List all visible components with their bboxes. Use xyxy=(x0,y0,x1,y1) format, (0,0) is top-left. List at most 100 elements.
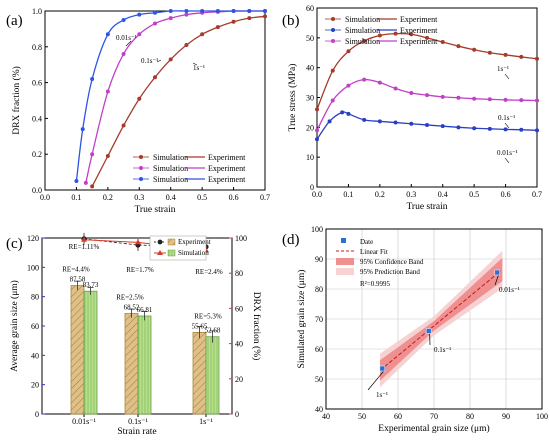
panel-b-label-leader xyxy=(504,157,510,164)
panel-d-ytick-label: 60 xyxy=(315,345,323,354)
panel-b-data-point xyxy=(346,111,351,116)
panel-d-point-label: 0.1s⁻¹ xyxy=(434,346,451,354)
panel-c-yleft-label: 100 xyxy=(27,263,39,272)
panel-b-xtick-label: 0.4 xyxy=(438,190,448,199)
panel-a-ytick-label: 1.0 xyxy=(32,7,42,16)
panel-a-data-point xyxy=(90,77,95,82)
panel-a-data-point xyxy=(200,9,205,13)
panel-d-legend-conf-label: 95% Confidence Band xyxy=(360,258,424,266)
panel-d-legend-conf xyxy=(336,258,354,265)
panel-c-yleft-label: 0 xyxy=(35,410,39,419)
panel-b-legend-sim: Simulation xyxy=(345,15,380,24)
panel-c-category-label: 0.1s⁻¹ xyxy=(128,417,148,426)
panel-a-data-point xyxy=(121,51,126,56)
panel-b-data-point xyxy=(330,98,335,103)
panel-a-data-point xyxy=(231,19,236,24)
panel-c-drx-re: RE=1.7% xyxy=(126,266,154,274)
panel-a-data-point xyxy=(80,127,85,132)
panel-a-data-point xyxy=(215,9,220,13)
panel-a-label: (a) xyxy=(6,13,23,29)
panel-b-data-point xyxy=(487,97,492,102)
panel-b-xtick-label: 0.2 xyxy=(375,190,385,199)
panel-a-data-point xyxy=(168,57,173,62)
panel-a-data-point xyxy=(168,9,173,13)
panel-b-xtick-label: 0.7 xyxy=(532,190,542,199)
panel-a-data-point xyxy=(74,179,79,184)
panel-c-drx-sim-point xyxy=(135,239,141,245)
panel-c-bar-value: 83.73 xyxy=(83,281,99,289)
panel-b-data-point xyxy=(409,91,414,96)
panel-c-legend-sim-swatch xyxy=(167,249,176,257)
panel-d-legend-point xyxy=(341,238,346,243)
panel-b-ytick-label: 40 xyxy=(306,64,314,73)
panel-a-data-point xyxy=(105,89,110,94)
panel-a-xtick-label: 0.6 xyxy=(229,193,239,202)
panel-c-bar-value: 55.65 xyxy=(192,322,208,330)
panel-b-ytick-label: 20 xyxy=(306,123,314,132)
panel-a-xtick-label: 0.7 xyxy=(260,193,270,202)
panel-b-data-point xyxy=(327,119,332,124)
panel-a-xtick-label: 0.0 xyxy=(40,193,50,202)
panel-b-data-point xyxy=(519,127,524,132)
panel-d-ytick-label: 80 xyxy=(315,285,323,294)
panel-a-data-point xyxy=(121,17,126,22)
panel-a-data-point xyxy=(153,75,157,80)
panel-a-legend-exp: Experiment xyxy=(208,153,246,162)
panel-c-bar-exp xyxy=(70,285,85,415)
panel-a-ytick-label: 0.6 xyxy=(32,79,42,88)
panel-c-grain-re: RE=4.4% xyxy=(62,266,90,274)
panel-b-series-label: 0.01s⁻¹ xyxy=(497,149,518,157)
panel-c-grain-re: RE=2.5% xyxy=(116,294,144,302)
panel-c-grain-re: RE=5.3% xyxy=(194,312,222,320)
panel-b-series-label: 0.1s⁻¹ xyxy=(498,114,515,122)
panel-a-data-point xyxy=(121,123,126,128)
panel-d-ylabel: Simulated grain size (μm) xyxy=(296,270,307,369)
panel-b-data-point xyxy=(487,50,492,55)
panel-d-data-point xyxy=(379,365,386,372)
panel-a-xtick-label: 0.5 xyxy=(197,193,207,202)
panel-a-legend-sim: Simulation xyxy=(153,153,188,162)
panel-d-ytick-label: 100 xyxy=(311,225,323,234)
panel-b-ytick-label: 60 xyxy=(306,4,314,13)
panel-a-data-point xyxy=(263,14,267,19)
panel-b-xtick-label: 0.6 xyxy=(501,190,511,199)
panel-b-xtick-label: 0.0 xyxy=(312,190,322,199)
panel-b-data-point xyxy=(362,77,367,82)
panel-b-data-point xyxy=(377,80,382,85)
panel-b-data-point xyxy=(409,121,414,126)
panel-c-legend-sim-marker xyxy=(157,250,163,255)
panel-c-legend-sim-label: Simulation xyxy=(178,249,209,257)
panel-b-legend-sim: Simulation xyxy=(345,26,380,35)
panel-b-xtick-label: 0.3 xyxy=(406,190,416,199)
panel-b-label-leader xyxy=(504,73,510,80)
panel-c-yright-label: 40 xyxy=(235,340,243,349)
panel-c-drx-re: RE=2.4% xyxy=(195,268,223,276)
panel-b-data-point xyxy=(472,47,477,52)
panel-b-xtick-label: 0.1 xyxy=(343,190,353,199)
panel-b-series-line xyxy=(316,111,538,140)
panel-b-data-point xyxy=(456,44,461,49)
panel-b-data-point xyxy=(503,127,508,132)
panel-d-fit-line xyxy=(379,270,501,371)
panel-a-label-leader xyxy=(156,59,162,63)
panel-b-legend-sim: Simulation xyxy=(345,37,380,46)
panel-d-ytick-label: 50 xyxy=(315,375,323,384)
panel-a-data-point xyxy=(137,32,142,37)
panel-d-confidence-band xyxy=(380,257,503,381)
panel-c-yright-label: 20 xyxy=(235,375,243,384)
panel-a-data-point xyxy=(200,32,205,37)
panel-b-series-label: 1s⁻¹ xyxy=(497,65,509,73)
panel-a-data-point xyxy=(105,153,110,158)
panel-a-data-point xyxy=(105,32,110,37)
panel-d-axes xyxy=(325,228,543,410)
panel-d-point-label: 0.01s⁻¹ xyxy=(499,286,520,294)
panel-c-label: (c) xyxy=(6,236,23,252)
panel-d-ytick-label: 90 xyxy=(315,255,323,264)
panel-b-data-point xyxy=(409,32,414,37)
panel-b-label-leader xyxy=(504,122,510,129)
panel-c-bar-sim xyxy=(83,290,98,415)
panel-c-bar-exp xyxy=(192,331,207,415)
panel-b-data-point xyxy=(503,97,508,102)
panel-d-legend-pred-label: 95% Prediction Band xyxy=(360,268,420,276)
panel-d-legend-date: Date xyxy=(360,238,373,246)
